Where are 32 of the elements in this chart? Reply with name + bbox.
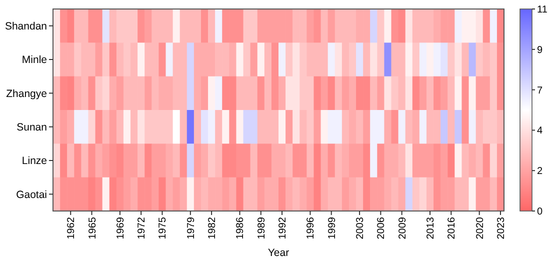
x-tick-label: 2009 <box>397 216 408 240</box>
x-tick-label: 2006 <box>376 216 388 240</box>
y-tick-label: Linze <box>22 155 48 168</box>
color-bar-label: 7 <box>537 85 543 96</box>
x-tick-label: 1969 <box>115 216 126 240</box>
y-tick-label: Sunan <box>16 122 48 134</box>
x-tick-label: 1992 <box>278 216 289 240</box>
x-tick-label: 2016 <box>446 216 458 240</box>
color-bar-label: 0 <box>537 206 543 218</box>
x-tick-label: 1962 <box>66 216 78 240</box>
color-bar-label: 9 <box>537 44 543 56</box>
x-tick-label: 1986 <box>235 216 246 240</box>
color-bar-label: 2 <box>537 166 543 178</box>
x-axis-title: Year <box>268 247 290 259</box>
x-tick-label: 1979 <box>186 216 197 240</box>
y-tick-label: Zhangye <box>6 88 48 100</box>
y-tick-label: Minle <box>22 54 48 66</box>
y-tick-label: Shandan <box>4 20 48 33</box>
x-tick-label: 2013 <box>426 216 437 240</box>
x-tick-label: 1989 <box>256 216 268 240</box>
x-tick-label: 1999 <box>326 216 338 240</box>
x-tick-label: 2003 <box>355 216 366 240</box>
x-tick-label: 1972 <box>136 216 148 240</box>
x-tick-label: 2023 <box>496 216 507 240</box>
y-tick-label: Gaotai <box>16 188 47 201</box>
x-tick-label: 2020 <box>474 216 486 240</box>
x-tick-label: 1975 <box>158 216 169 240</box>
x-tick-label: 1996 <box>306 216 317 240</box>
color-bar-label: 11 <box>537 4 548 16</box>
x-tick-label: 1965 <box>87 216 98 240</box>
x-tick-label: 1982 <box>207 216 218 240</box>
color-bar-label: 4 <box>537 126 543 137</box>
